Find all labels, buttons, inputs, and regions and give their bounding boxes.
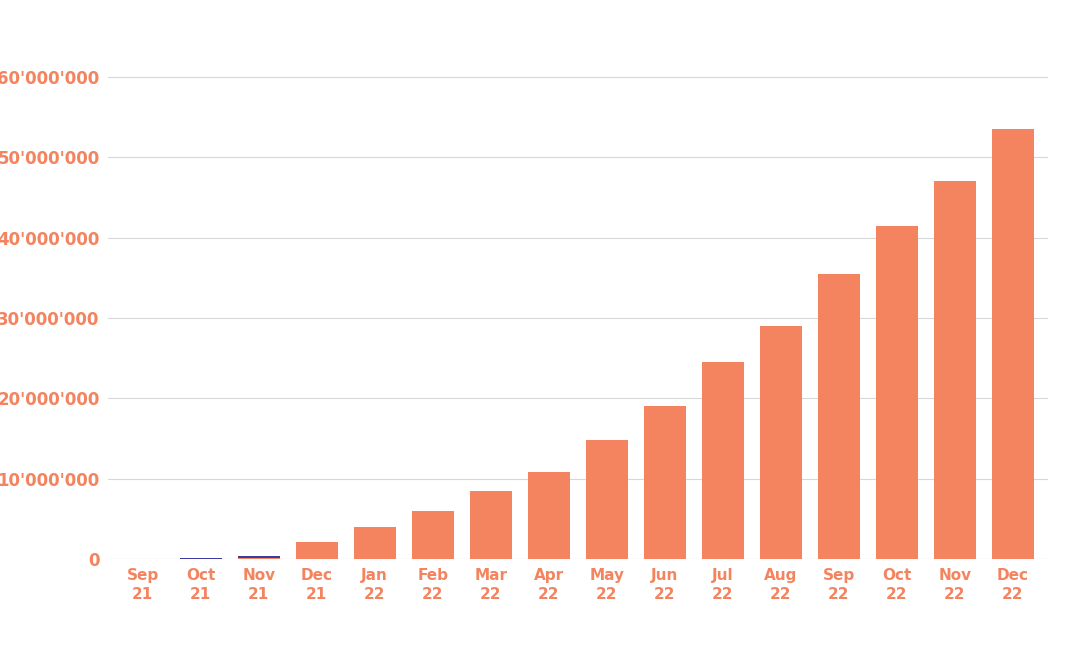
Bar bbox=[238, 558, 280, 559]
Bar bbox=[644, 407, 686, 559]
Bar bbox=[411, 511, 454, 559]
Bar bbox=[760, 326, 801, 559]
Bar bbox=[470, 491, 512, 559]
Bar bbox=[876, 226, 918, 559]
Bar bbox=[991, 129, 1034, 559]
Bar bbox=[818, 274, 860, 559]
Bar bbox=[354, 527, 395, 559]
Bar bbox=[934, 182, 975, 559]
Bar bbox=[528, 472, 569, 559]
Bar bbox=[702, 363, 744, 559]
Bar bbox=[586, 440, 627, 559]
Bar bbox=[296, 542, 338, 559]
Bar bbox=[238, 557, 280, 559]
Bar bbox=[180, 558, 221, 559]
